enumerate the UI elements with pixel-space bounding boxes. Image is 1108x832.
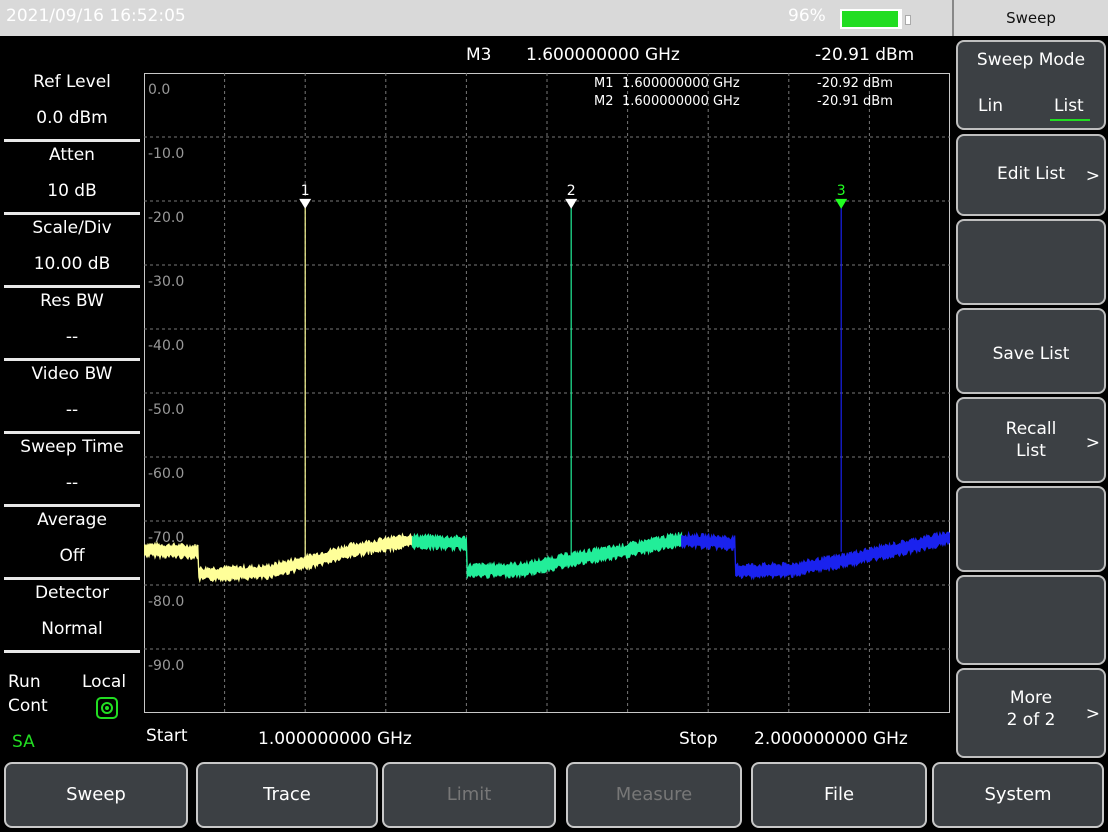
marker-lines: 1 2 3 xyxy=(299,183,848,565)
param-value[interactable]: Off xyxy=(59,546,85,566)
param-label: Ref Level xyxy=(33,72,111,92)
mode-label: SA xyxy=(12,732,35,752)
tab-sweep[interactable]: Sweep xyxy=(4,762,188,828)
stop-frequency: 2.000000000 GHz xyxy=(754,729,908,749)
tab-file[interactable]: File xyxy=(751,762,927,828)
param-value[interactable]: 10 dB xyxy=(47,181,97,201)
battery-icon xyxy=(840,9,902,29)
recall-list-label-2: List xyxy=(1016,441,1046,461)
marker-table-name: M2 xyxy=(594,94,614,109)
tab-system[interactable]: System xyxy=(932,762,1104,828)
marker-table-level: -20.92 dBm xyxy=(817,76,893,91)
param-value[interactable]: -- xyxy=(65,400,79,420)
y-tick-label: -10.0 xyxy=(148,146,184,162)
y-tick-label: -40.0 xyxy=(148,338,184,354)
edit-list-softkey[interactable]: Edit List > xyxy=(956,134,1106,216)
more-softkey[interactable]: More 2 of 2 > xyxy=(956,668,1106,758)
more-page-label: 2 of 2 xyxy=(1006,710,1056,730)
active-marker-freq: 1.600000000 GHz xyxy=(526,45,680,65)
param-label: Detector xyxy=(34,583,110,603)
y-tick-label: -80.0 xyxy=(148,594,184,610)
stop-label: Stop xyxy=(679,729,718,749)
run-label: Run xyxy=(8,672,41,692)
local-label: Local xyxy=(82,672,127,692)
recall-list-label-1: Recall xyxy=(1005,419,1057,439)
param-separator xyxy=(4,504,140,507)
marker-triangle-icon xyxy=(565,198,578,209)
param-separator xyxy=(4,285,140,288)
marker-label-1: 1 xyxy=(301,183,310,199)
param-separator xyxy=(4,139,140,142)
param-value[interactable]: Normal xyxy=(41,619,103,639)
menu-title: Sweep xyxy=(952,0,1108,36)
trace-lines xyxy=(144,530,950,584)
y-tick-label: -20.0 xyxy=(148,210,184,226)
marker-label-2: 2 xyxy=(567,183,576,199)
param-separator xyxy=(4,212,140,215)
tab-trace[interactable]: Trace xyxy=(196,762,378,828)
y-tick-label: -50.0 xyxy=(148,402,184,418)
param-separator xyxy=(4,650,140,653)
local-mode-icon xyxy=(96,697,118,719)
battery-fill xyxy=(842,11,898,27)
marker-label-3: 3 xyxy=(837,183,846,199)
sweep-mode-label: Sweep Mode xyxy=(976,50,1086,70)
param-separator xyxy=(4,577,140,580)
marker-table-level: -20.91 dBm xyxy=(817,94,893,109)
start-frequency: 1.000000000 GHz xyxy=(258,729,412,749)
chevron-right-icon: > xyxy=(1085,704,1100,724)
battery-tip-icon xyxy=(905,15,911,25)
y-tick-label: -90.0 xyxy=(148,658,184,674)
save-list-label: Save List xyxy=(992,344,1070,364)
marker-table-freq: 1.600000000 GHz xyxy=(622,94,740,109)
spectrum-plot[interactable]: 0.0-10.0-20.0-30.0-40.0-50.0-60.0-70.0-8… xyxy=(144,73,950,713)
chevron-right-icon: > xyxy=(1085,433,1100,453)
param-label: Sweep Time xyxy=(20,437,124,457)
y-tick-label: -30.0 xyxy=(148,274,184,290)
more-label: More xyxy=(1009,688,1053,708)
recall-list-softkey[interactable]: Recall List > xyxy=(956,397,1106,483)
marker-table: M1 1.600000000 GHz -20.92 dBm M2 1.600000000… xyxy=(594,76,893,109)
status-bar xyxy=(0,0,952,36)
marker-table-name: M1 xyxy=(594,76,614,91)
chevron-right-icon: > xyxy=(1085,166,1100,186)
tab-measure[interactable]: Measure xyxy=(566,762,742,828)
marker-table-freq: 1.600000000 GHz xyxy=(622,76,740,91)
param-label: Video BW xyxy=(31,364,113,384)
marker-triangle-icon xyxy=(835,198,848,209)
start-label: Start xyxy=(146,726,188,746)
sweep-mode-lin[interactable]: Lin xyxy=(978,96,1003,116)
marker-triangle-icon xyxy=(299,198,312,209)
tab-limit[interactable]: Limit xyxy=(382,762,556,828)
param-value[interactable]: -- xyxy=(65,327,79,347)
sweep-mode-softkey[interactable]: Sweep Mode Lin List xyxy=(956,40,1106,130)
cont-label: Cont xyxy=(8,696,48,716)
param-value[interactable]: -- xyxy=(65,473,79,493)
empty-softkey-2[interactable] xyxy=(956,486,1106,572)
param-label: Scale/Div xyxy=(32,218,112,238)
battery-percent: 96% xyxy=(788,6,826,26)
param-label: Atten xyxy=(49,145,95,165)
param-separator xyxy=(4,431,140,434)
selected-underline xyxy=(1050,119,1090,121)
param-value[interactable]: 10.00 dB xyxy=(33,254,111,274)
active-marker-level: -20.91 dBm xyxy=(815,45,915,65)
param-value[interactable]: 0.0 dBm xyxy=(36,108,108,128)
param-label: Average xyxy=(37,510,107,530)
sweep-mode-list[interactable]: List xyxy=(1054,96,1084,116)
edit-list-label: Edit List xyxy=(996,164,1066,184)
y-axis-labels: 0.0-10.0-20.0-30.0-40.0-50.0-60.0-70.0-8… xyxy=(148,82,184,674)
save-list-softkey[interactable]: Save List xyxy=(956,308,1106,394)
y-tick-label: 0.0 xyxy=(148,82,170,98)
y-tick-label: -60.0 xyxy=(148,466,184,482)
active-marker-name: M3 xyxy=(466,45,492,65)
datetime: 2021/09/16 16:52:05 xyxy=(6,6,186,26)
param-label: Res BW xyxy=(40,291,104,311)
empty-softkey-3[interactable] xyxy=(956,575,1106,665)
empty-softkey-1[interactable] xyxy=(956,219,1106,305)
param-separator xyxy=(4,358,140,361)
trace-3 xyxy=(681,530,950,581)
